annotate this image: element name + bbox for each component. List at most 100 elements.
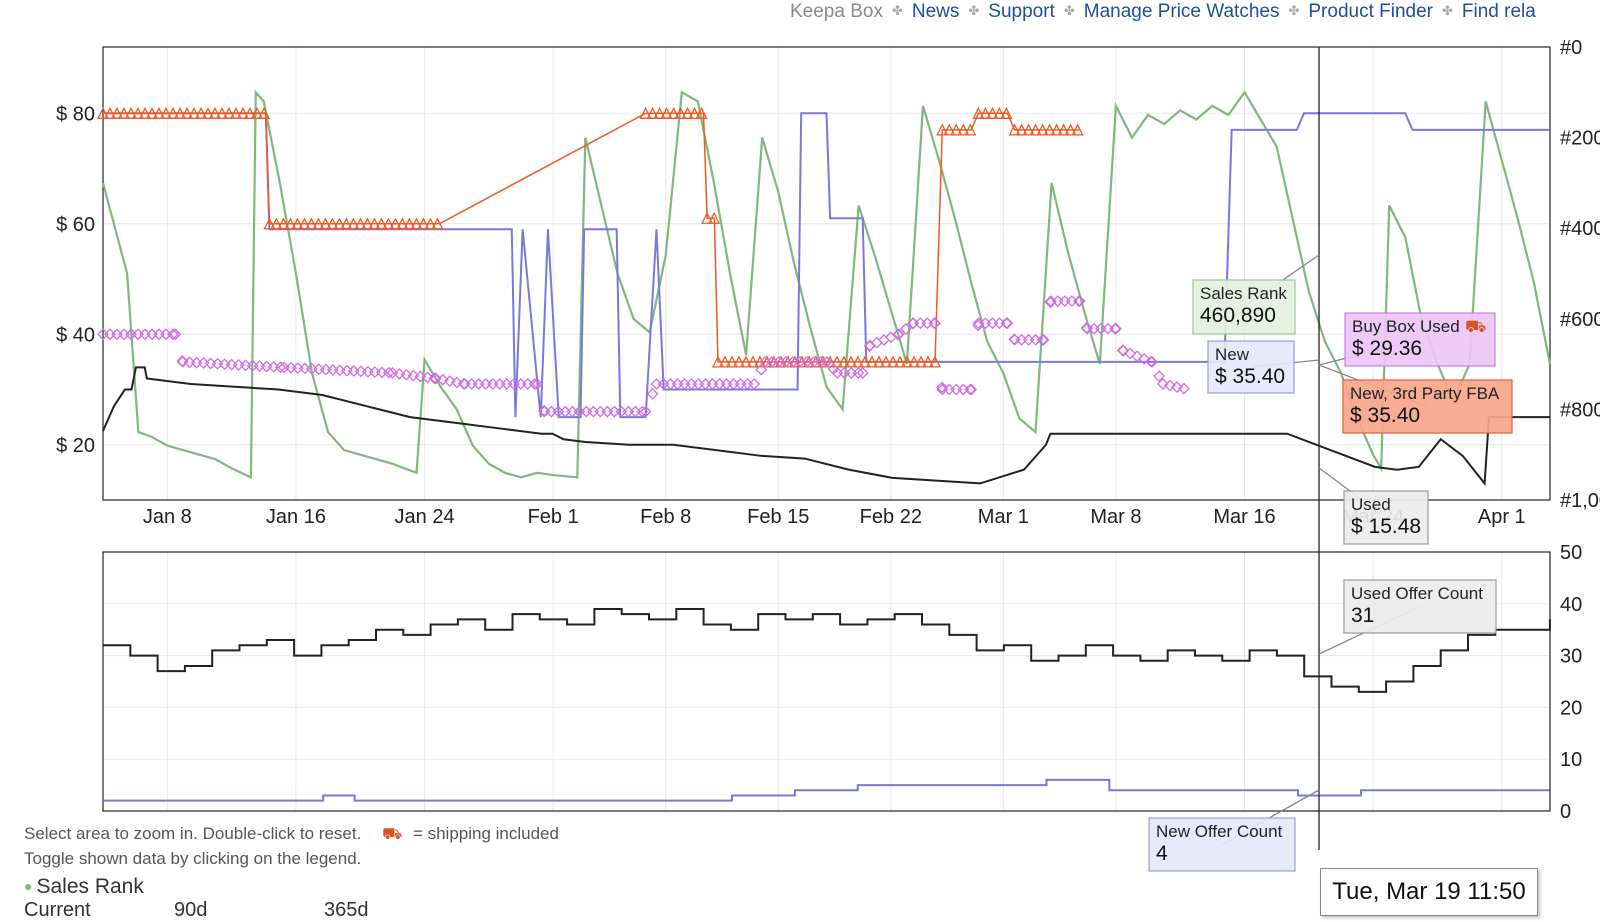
buy-box-used-marker — [646, 387, 659, 400]
fba-price-marker — [879, 355, 893, 368]
tooltip-new-fba-box — [1342, 379, 1513, 434]
buy-box-used-marker — [671, 378, 684, 390]
fba-price-marker — [1071, 123, 1084, 136]
buy-box-used-marker — [1117, 344, 1130, 357]
nav-link-news[interactable]: News — [911, 1, 960, 22]
offer-panel-frame — [102, 551, 1551, 812]
tooltip-new-value: $ 35.40 — [1215, 365, 1285, 388]
fba-price-marker — [1057, 123, 1070, 136]
buy-box-used-marker — [284, 361, 297, 374]
nav-link-find-rela[interactable]: Find rela — [1461, 1, 1536, 22]
fba-price-marker — [681, 106, 694, 119]
x-axis-tick: Jan 16 — [266, 506, 326, 528]
buy-box-used-marker — [664, 378, 677, 390]
buy-box-used-marker — [169, 328, 182, 341]
fba-price-marker — [291, 217, 304, 230]
x-axis-tick: Jan 8 — [143, 506, 192, 528]
buy-box-used-marker — [629, 405, 642, 418]
fba-price-marker — [1050, 123, 1063, 136]
tooltip-used-label: Used — [1351, 495, 1391, 514]
y-axis-left-tick: $ 20 — [56, 435, 95, 457]
buy-box-used-marker — [428, 372, 441, 385]
buy-box-used-marker — [713, 378, 726, 390]
fba-price-marker — [986, 106, 999, 119]
buy-box-used-marker — [1072, 295, 1085, 308]
fba-price-marker — [993, 106, 1006, 119]
new-price-line — [103, 112, 1550, 419]
legend-item-sales-rank[interactable]: ● Sales Rank — [24, 875, 144, 899]
fba-price-marker — [410, 217, 423, 230]
nav-link-keepa-box[interactable]: Keepa Box — [790, 1, 883, 22]
truck-icon: ⛟ — [382, 826, 403, 843]
fba-price-marker — [1064, 123, 1077, 136]
fba-price-marker — [732, 355, 746, 368]
buy-box-used-marker — [486, 378, 499, 390]
fba-price-marker — [646, 106, 659, 119]
stats-90d-label: 90d — [174, 899, 208, 921]
tooltip-used-value: $ 15.48 — [1351, 515, 1421, 538]
fba-price-marker — [1008, 123, 1021, 136]
tooltip-new-box — [1207, 340, 1295, 394]
tooltip-sales-rank-box — [1192, 279, 1296, 335]
buy-box-used-marker — [699, 378, 712, 390]
buy-box-used-marker — [615, 405, 628, 418]
fba-price-marker — [166, 106, 180, 119]
tooltip-new-offer-count-box — [1148, 817, 1296, 872]
buy-box-used-marker — [253, 360, 266, 373]
buy-box-used-marker — [678, 378, 691, 390]
chart-footer: Select area to zoom in. Double-click to … — [24, 822, 559, 871]
buy-box-used-marker — [594, 405, 607, 418]
fba-price-marker — [305, 217, 318, 230]
buy-box-used-marker — [479, 378, 492, 390]
fba-price-marker — [187, 106, 201, 119]
fba-price-marker — [746, 355, 760, 368]
tooltip-buy-box-used-box — [1344, 312, 1496, 367]
x-axis-tick: Apr 1 — [1478, 506, 1526, 528]
nav-link-product-finder[interactable]: Product Finder — [1308, 1, 1433, 22]
top-navigation: Keepa Box ✤ News ✤ Support ✤ Manage Price Watc… — [790, 0, 1536, 24]
y-axis-right-tick: #600 — [1560, 309, 1600, 331]
fba-price-marker — [972, 106, 985, 119]
fba-price-marker — [145, 106, 159, 119]
fba-price-marker — [667, 106, 680, 119]
buy-box-used-marker — [277, 361, 290, 374]
fba-price-marker — [159, 106, 173, 119]
fba-price-marker — [96, 106, 110, 119]
nav-link-support[interactable]: Support — [988, 1, 1055, 22]
price-panel-frame — [102, 46, 1551, 501]
fba-price-marker — [872, 355, 886, 368]
buy-box-used-marker — [429, 372, 442, 385]
fba-price-marker — [257, 106, 271, 119]
fba-price-marker — [173, 106, 187, 119]
fba-price-marker — [1022, 123, 1035, 136]
fba-price-marker — [361, 217, 374, 230]
buy-box-used-marker — [361, 365, 374, 378]
tooltip-used-offer-count-value: 31 — [1351, 604, 1374, 627]
fba-price-marker — [725, 355, 739, 368]
fba-price-marker — [382, 217, 395, 230]
buy-box-used-marker — [1131, 350, 1144, 363]
buy-box-used-marker — [986, 317, 999, 330]
x-axis-tick: Mar 16 — [1213, 506, 1275, 528]
y-axis-offer-tick: 50 — [1560, 542, 1582, 564]
buy-box-used-marker — [929, 317, 941, 330]
buy-box-used-marker — [1171, 381, 1183, 393]
buy-box-used-marker — [204, 357, 217, 370]
fba-price-marker — [131, 106, 145, 119]
fba-price-marker — [639, 106, 652, 119]
tooltip-new-fba-label: New, 3rd Party FBA — [1350, 384, 1500, 403]
fba-price-marker — [229, 106, 243, 119]
buy-box-used-marker — [1001, 317, 1014, 330]
fba-price-marker — [201, 106, 215, 119]
fba-price-marker — [718, 355, 732, 368]
used-price-line — [102, 366, 1551, 487]
nav-link-manage-price-watches[interactable]: Manage Price Watches — [1083, 1, 1280, 22]
green-dot-icon: ● — [24, 878, 33, 894]
sales-rank-line — [101, 89, 1552, 480]
y-axis-right-tick: #400 — [1560, 218, 1600, 240]
fba-price-marker — [865, 355, 879, 368]
buy-box-used-marker — [319, 363, 332, 376]
stats-current-label: Current — [24, 899, 91, 921]
buy-box-used-marker — [845, 367, 858, 379]
